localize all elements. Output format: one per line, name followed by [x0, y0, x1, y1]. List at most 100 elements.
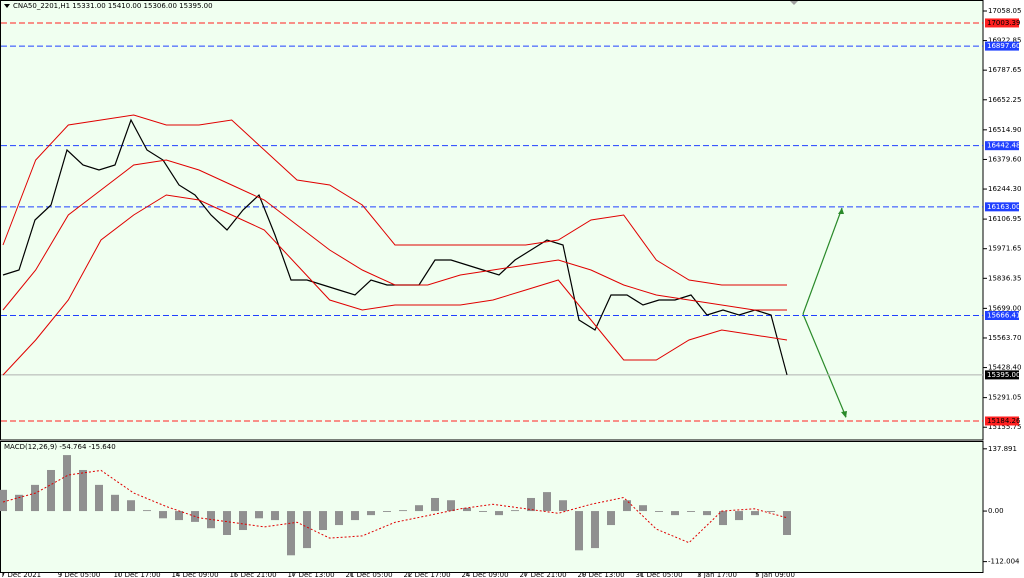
- macd-bar: [655, 511, 663, 512]
- macd-bar: [735, 511, 743, 521]
- x-tick-label: 31 Dec 05:00: [635, 571, 682, 578]
- x-tick-label: 14 Dec 09:00: [171, 571, 218, 578]
- level-label-box: [985, 310, 1019, 320]
- x-tick-label: 5 Jan 09:00: [755, 571, 795, 578]
- y-tick-label: 15836.35: [988, 274, 1021, 282]
- y-tick-label: 15155.75: [988, 423, 1021, 431]
- macd-y-tick-label: 137.891: [988, 445, 1017, 453]
- macd-bar: [623, 500, 631, 512]
- level-label-box: [985, 18, 1019, 28]
- arrow-up: [802, 207, 843, 315]
- level-label: 16897.60: [987, 42, 1020, 50]
- level-label-box: [985, 141, 1019, 151]
- level-label: 17003.39: [987, 19, 1020, 27]
- y-tick-label: 17058.05: [988, 7, 1021, 15]
- macd-bar: [687, 511, 695, 512]
- macd-bar: [447, 500, 455, 512]
- x-tick-label: 24 Dec 09:00: [461, 571, 508, 578]
- macd-bar: [367, 511, 375, 516]
- macd-label: MACD(12,26,9) -54.764 -15.640: [4, 443, 116, 451]
- macd-bar: [95, 484, 103, 512]
- macd-panel: [0, 442, 983, 572]
- menu-marker: [4, 4, 10, 8]
- band-line: [2, 114, 787, 286]
- macd-bar: [335, 511, 343, 526]
- level-label: 15395.00: [987, 371, 1020, 379]
- macd-bar: [479, 511, 487, 512]
- level-label: 15184.26: [987, 417, 1021, 425]
- macd-bar: [79, 469, 87, 512]
- y-tick-label: 15699.00: [988, 304, 1021, 312]
- macd-bar: [591, 511, 599, 549]
- macd-bar: [543, 492, 551, 512]
- level-label: 16163.00: [987, 203, 1020, 211]
- macd-bar: [639, 505, 647, 512]
- macd-bar: [127, 500, 135, 512]
- level-label-box: [985, 370, 1019, 380]
- macd-bar: [63, 455, 71, 512]
- macd-bar: [319, 511, 327, 531]
- y-tick-label: 15428.40: [988, 364, 1021, 372]
- macd-y-tick-label: 0.00: [988, 507, 1004, 515]
- macd-bar: [527, 497, 535, 512]
- macd-bar: [255, 511, 263, 519]
- x-tick-label: 9 Dec 05:00: [58, 571, 101, 578]
- y-tick-label: 16106.95: [988, 215, 1021, 223]
- macd-bar: [175, 511, 183, 521]
- y-tick-label: 15291.05: [988, 394, 1021, 402]
- macd-bar: [463, 507, 471, 512]
- macd-bar: [399, 510, 407, 512]
- macd-bar: [575, 511, 583, 551]
- macd-bar: [15, 494, 23, 512]
- macd-bar: [767, 511, 775, 512]
- y-tick-label: 16787.65: [988, 66, 1021, 74]
- y-tick-label: 16922.85: [988, 37, 1021, 45]
- macd-bar: [111, 494, 119, 512]
- x-tick-label: 21 Dec 05:00: [345, 571, 392, 578]
- macd-bar: [239, 511, 247, 531]
- x-tick-label: 3 Jan 17:00: [697, 571, 737, 578]
- macd-bar: [751, 511, 759, 516]
- macd-bar: [351, 511, 359, 521]
- macd-bar: [607, 511, 615, 526]
- macd-bar: [495, 511, 503, 516]
- arrow-down-head: [841, 411, 847, 418]
- macd-bar: [431, 497, 439, 512]
- x-tick-label: 15 Dec 21:00: [229, 571, 276, 578]
- macd-bar: [719, 511, 727, 526]
- x-tick-label: 10 Dec 17:00: [113, 571, 160, 578]
- level-label: 16442.48: [987, 142, 1020, 150]
- arrow-up-head: [838, 208, 844, 214]
- macd-bar: [159, 511, 167, 519]
- shift-marker: [790, 1, 798, 5]
- price-panel: [0, 0, 983, 440]
- macd-bar: [143, 510, 151, 512]
- x-tick-label: 7 Dec 2021: [1, 571, 41, 578]
- y-tick-label: 16379.60: [988, 155, 1021, 163]
- macd-bar: [415, 505, 423, 512]
- y-tick-label: 16244.30: [988, 185, 1021, 193]
- macd-bar: [223, 511, 231, 535]
- level-label-box: [985, 41, 1019, 51]
- macd-y-tick-label: -112.004: [988, 558, 1020, 566]
- arrow-down: [802, 313, 847, 418]
- macd-bar: [383, 511, 391, 512]
- macd-bar: [559, 500, 567, 512]
- x-tick-label: 27 Dec 21:00: [519, 571, 566, 578]
- band-line: [2, 194, 788, 376]
- level-label-box: [985, 202, 1019, 212]
- level-label: 15666.41: [987, 311, 1020, 319]
- macd-bar: [271, 511, 279, 521]
- macd-signal: [2, 469, 788, 544]
- macd-bar: [31, 484, 39, 512]
- y-tick-label: 16652.25: [988, 96, 1021, 104]
- band-line: [2, 159, 787, 311]
- macd-bar: [511, 510, 519, 512]
- y-tick-label: 15971.65: [988, 245, 1021, 253]
- macd-bar: [303, 511, 311, 549]
- macd-bar: [671, 511, 679, 516]
- y-tick-label: 16514.90: [988, 126, 1021, 134]
- x-tick-label: 29 Dec 13:00: [577, 571, 624, 578]
